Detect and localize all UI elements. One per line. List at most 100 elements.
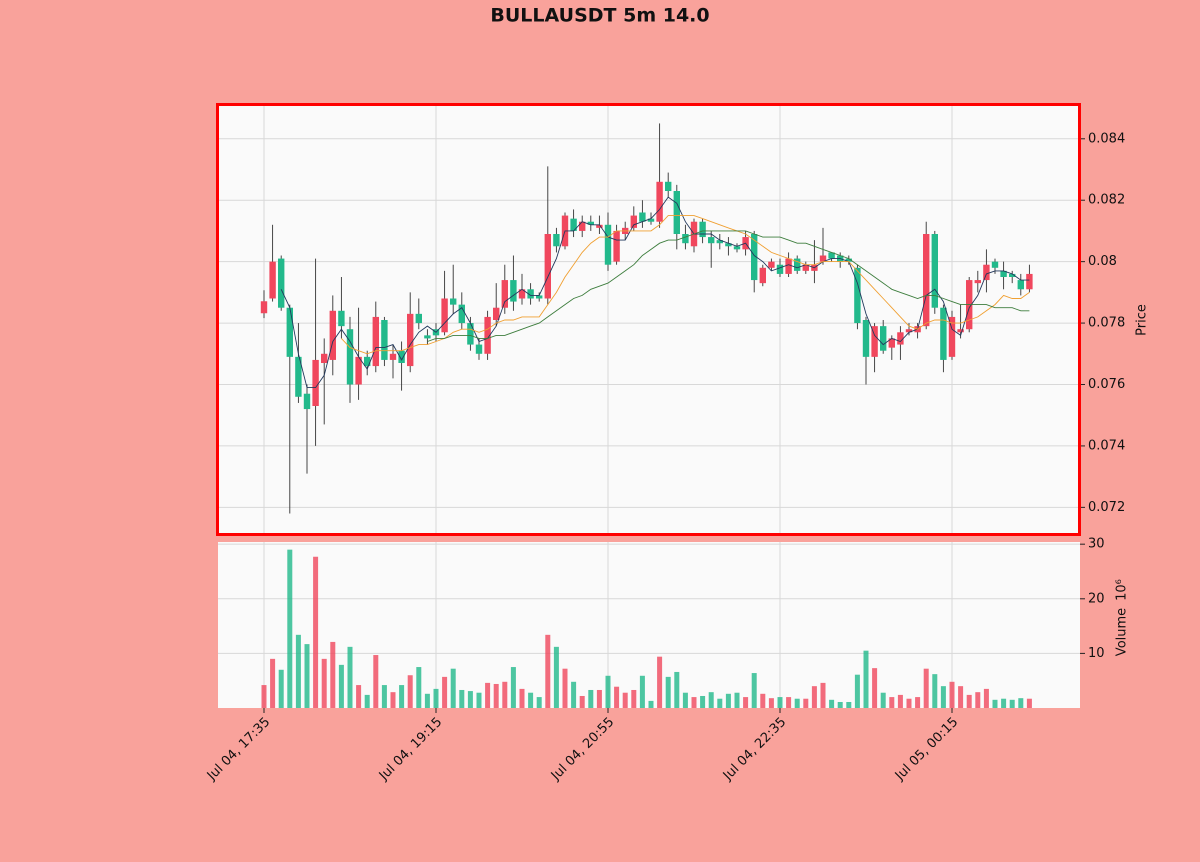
volume-bar <box>356 685 362 708</box>
volume-bar <box>829 699 835 708</box>
volume-bar <box>648 700 654 708</box>
candle-body <box>475 344 483 354</box>
candle-body <box>957 329 964 333</box>
volume-bar <box>622 692 628 708</box>
candle-body <box>260 301 268 314</box>
volume-bar <box>1001 698 1007 708</box>
x-tick-label: Jul 05, 00:15 <box>892 715 961 784</box>
volume-bar <box>1018 698 1024 708</box>
candle-body <box>398 350 405 363</box>
candle-body <box>303 393 311 410</box>
candle-body <box>441 298 448 333</box>
candle-body <box>647 218 655 222</box>
moving-average <box>427 230 1030 342</box>
volume-bar <box>897 694 903 708</box>
volume-bar <box>321 658 327 708</box>
y-tick-label: 0.072 <box>1088 500 1125 515</box>
volume-bar <box>562 668 568 708</box>
moving-average <box>280 196 1030 389</box>
volume-bar <box>605 675 611 708</box>
y-tick-label: 30 <box>1088 537 1105 552</box>
candle-body <box>983 264 990 281</box>
volume-bar <box>338 664 344 708</box>
volume-bar <box>760 693 766 708</box>
candle-body <box>510 280 517 302</box>
volume-bar <box>278 669 284 708</box>
volume-bar <box>880 692 886 708</box>
candle-body <box>991 261 999 268</box>
candle-body <box>493 307 500 320</box>
candle-body <box>467 323 474 345</box>
volume-bar <box>416 667 422 708</box>
volume-bar <box>596 689 602 708</box>
volume-bar <box>983 688 989 708</box>
volume-bar <box>571 681 577 708</box>
volume-bar <box>777 697 783 708</box>
x-tick-label: Jul 04, 22:35 <box>720 715 789 784</box>
y-tick-label: 10 <box>1088 646 1105 661</box>
highlight-box <box>216 103 1081 536</box>
volume-bar <box>313 556 319 708</box>
candle-body <box>716 240 723 244</box>
candle-body <box>802 264 809 271</box>
volume-bar <box>794 698 800 708</box>
volume-bar <box>682 692 688 708</box>
volume-bar <box>485 682 491 708</box>
volume-bar <box>657 656 663 708</box>
volume-bar <box>476 692 482 708</box>
volume-bar <box>863 650 869 708</box>
candle-body <box>346 329 354 385</box>
candle-body <box>725 243 732 247</box>
candle-body <box>570 218 577 231</box>
candle-body <box>312 359 319 406</box>
volume-bar <box>923 668 929 708</box>
candle-body <box>553 234 560 247</box>
volume-bar <box>940 686 946 708</box>
candle-body <box>527 289 534 299</box>
candle-body <box>819 255 827 262</box>
volume-bar <box>330 641 336 708</box>
x-tick-label: Jul 04, 17:35 <box>204 715 273 784</box>
x-tick-label: Jul 04, 20:55 <box>548 715 617 784</box>
candle-body <box>733 246 741 250</box>
candle-body <box>940 307 947 360</box>
volume-bar <box>958 686 964 708</box>
candle-body <box>639 212 646 222</box>
volume-axis-label: Volume <box>1115 608 1130 656</box>
volume-bar <box>270 658 276 708</box>
volume-bar <box>768 698 774 708</box>
y-tick-label: 0.074 <box>1088 438 1125 453</box>
volume-bar <box>261 685 267 708</box>
candle-body <box>656 181 663 222</box>
volume-bar <box>459 689 465 708</box>
volume-bar <box>786 697 792 708</box>
candle-body <box>355 356 362 385</box>
candle-body <box>948 316 956 357</box>
volume-bar <box>837 701 843 708</box>
candle-body <box>544 234 551 299</box>
volume-bar <box>304 644 310 708</box>
volume-bar <box>373 655 379 708</box>
candle-body <box>708 237 715 244</box>
candle-body <box>1000 270 1007 277</box>
y-tick-label: 0.08 <box>1088 254 1117 269</box>
candle-body <box>699 221 706 238</box>
volume-bar <box>708 692 714 708</box>
candle-body <box>329 310 336 360</box>
candle-body <box>794 258 801 271</box>
candle-body <box>484 316 491 354</box>
volume-bar <box>915 697 921 708</box>
volume-bar <box>588 689 594 708</box>
candle-body <box>776 264 784 274</box>
candle-body <box>536 295 543 299</box>
volume-bar <box>545 634 551 708</box>
volume-bar <box>674 671 680 708</box>
volume-bar <box>717 698 723 708</box>
volume-bar <box>579 695 585 708</box>
candle-body <box>751 234 758 281</box>
volume-bar <box>364 694 370 708</box>
volume-bar <box>614 686 620 708</box>
candle-body <box>862 320 870 357</box>
candle-body <box>888 338 895 348</box>
